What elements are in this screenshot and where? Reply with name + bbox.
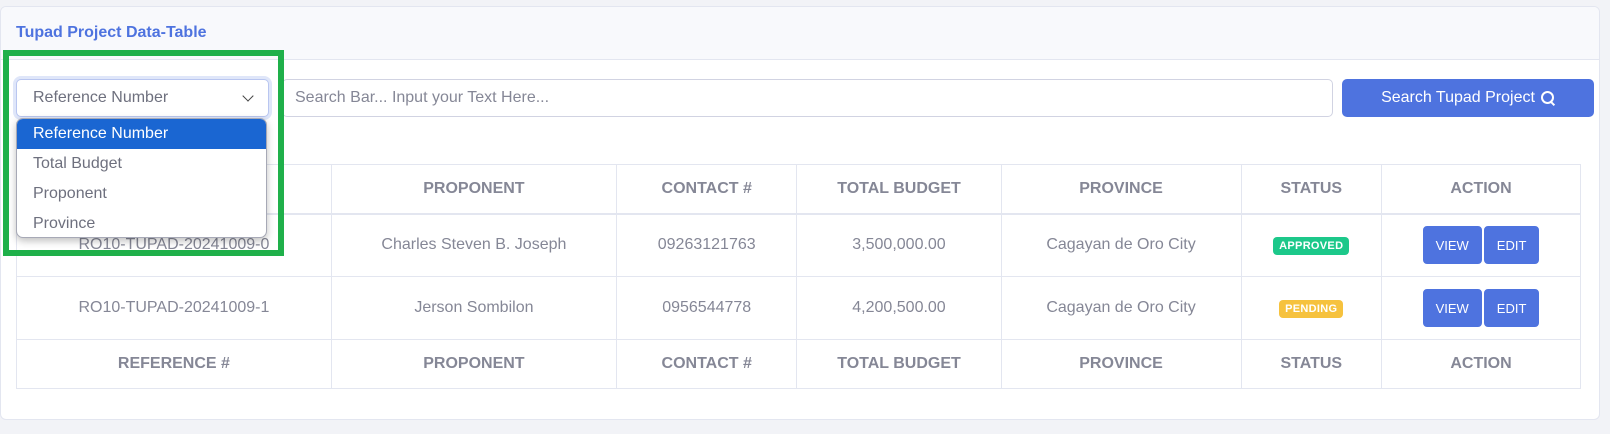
cell-reference: RO10-TUPAD-20241009-1 (16, 276, 332, 340)
edit-button[interactable]: EDIT (1483, 226, 1540, 265)
search-input[interactable] (282, 79, 1333, 117)
status-badge: PENDING (1279, 299, 1344, 318)
cell-total-budget: 4,200,500.00 (796, 276, 1002, 340)
header-contact[interactable]: CONTACT # (615, 164, 798, 215)
cell-contact: 0956544778 (615, 276, 798, 340)
cell-total-budget: 3,500,000.00 (796, 213, 1002, 277)
view-button[interactable]: VIEW (1422, 226, 1482, 265)
cell-status: APPROVED (1240, 213, 1382, 277)
cell-province: Cagayan de Oro City (1000, 276, 1242, 340)
search-tupad-project-button[interactable]: Search Tupad Project (1342, 79, 1594, 117)
card-header: Tupad Project Data-Table (1, 7, 1599, 60)
footer-province: PROVINCE (1000, 339, 1242, 389)
filter-dropdown-list: Reference Number Total Budget Proponent … (16, 118, 267, 238)
filter-select-value: Reference Number (33, 89, 169, 106)
cell-action: VIEW EDIT (1381, 213, 1581, 277)
table-row: RO10-TUPAD-20241009-1 Jerson Sombilon 09… (16, 276, 1581, 340)
dropdown-option-reference-number[interactable]: Reference Number (17, 119, 266, 149)
chevron-down-icon (242, 90, 254, 102)
search-icon (1540, 91, 1555, 105)
dropdown-option-total-budget[interactable]: Total Budget (33, 155, 122, 172)
cell-province: Cagayan de Oro City (1000, 213, 1242, 277)
dropdown-option-province[interactable]: Province (33, 215, 96, 232)
footer-proponent: PROPONENT (330, 339, 617, 389)
cell-action: VIEW EDIT (1381, 276, 1581, 340)
card-title: Tupad Project Data-Table (16, 24, 207, 41)
cell-proponent: Charles Steven B. Joseph (330, 213, 617, 277)
header-province[interactable]: PROVINCE (1000, 164, 1242, 215)
cell-status: PENDING (1240, 276, 1382, 340)
header-total-budget[interactable]: TOTAL BUDGET (796, 164, 1002, 215)
cell-proponent: Jerson Sombilon (330, 276, 617, 340)
footer-reference: REFERENCE # (16, 339, 332, 389)
search-button-label: Search Tupad Project (1381, 89, 1535, 106)
header-proponent[interactable]: PROPONENT (330, 164, 617, 215)
footer-total-budget: TOTAL BUDGET (796, 339, 1002, 389)
table-footer: REFERENCE # PROPONENT CONTACT # TOTAL BU… (16, 339, 1581, 389)
dropdown-option-proponent[interactable]: Proponent (33, 185, 107, 202)
cell-contact: 09263121763 (615, 213, 798, 277)
status-badge: APPROVED (1273, 236, 1350, 255)
footer-action: ACTION (1381, 339, 1581, 389)
edit-button[interactable]: EDIT (1483, 289, 1540, 327)
search-toolbar: Reference Number Search Tupad Project (16, 79, 1594, 117)
header-status[interactable]: STATUS (1240, 164, 1382, 215)
filter-select[interactable]: Reference Number (16, 79, 269, 117)
footer-contact: CONTACT # (615, 339, 798, 389)
footer-status: STATUS (1240, 339, 1382, 389)
view-button[interactable]: VIEW (1422, 289, 1482, 327)
header-action: ACTION (1381, 164, 1581, 215)
